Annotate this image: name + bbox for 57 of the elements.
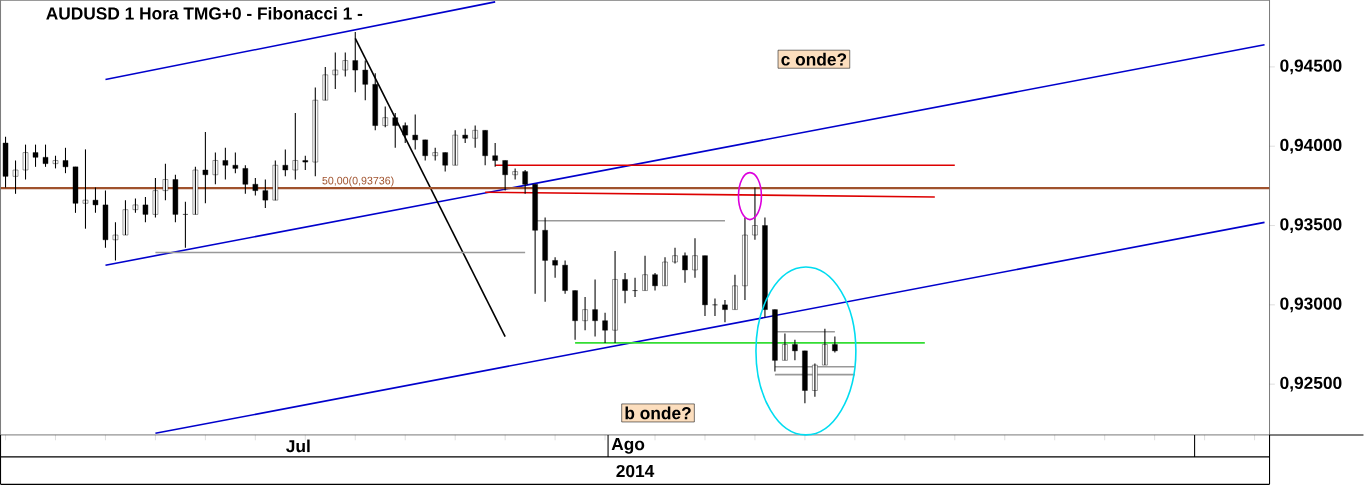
- chart-title: AUDUSD 1 Hora TMG+0 - Fibonacci 1 -: [46, 6, 363, 20]
- candlestick: [132, 198, 139, 214]
- text: Jul: [286, 439, 310, 453]
- candlestick: [192, 166, 199, 215]
- candlestick: [332, 52, 338, 90]
- candlestick: [422, 139, 428, 162]
- candlestick: [112, 221, 119, 262]
- y-tick-label: 0,94000: [1280, 138, 1342, 154]
- ref-line-label: 50,00(0,93736): [322, 176, 394, 187]
- y-tick-label: 0,93000: [1280, 297, 1342, 313]
- candlestick: [382, 106, 388, 128]
- candlestick: [322, 66, 328, 101]
- candlestick: [362, 60, 368, 101]
- candlestick: [302, 155, 308, 171]
- y-tick-label: 0,93500: [1280, 218, 1342, 233]
- candlestick: [492, 142, 498, 168]
- candlestick: [242, 164, 249, 195]
- candlestick: [122, 199, 129, 236]
- candlestick: [162, 163, 169, 201]
- candlestick: [182, 201, 189, 249]
- candlestick: [12, 159, 19, 195]
- candlestick: [212, 152, 219, 185]
- x-axis-title: 2014: [616, 464, 655, 478]
- candlestick: [32, 144, 39, 168]
- candlestick: [442, 152, 448, 173]
- candlestick: [232, 152, 239, 174]
- candlestick: [152, 177, 159, 219]
- candlestick: [202, 131, 209, 204]
- candlestick: [82, 148, 89, 230]
- candlestick: [462, 128, 468, 144]
- text: Ago: [611, 438, 645, 454]
- candlestick: [292, 112, 299, 181]
- candlestick: [62, 147, 69, 174]
- candlestick: [402, 121, 408, 144]
- candlestick: [472, 125, 478, 149]
- candlestick: [262, 179, 269, 209]
- candlestick: [222, 147, 229, 181]
- candlestick: [92, 186, 99, 214]
- candlestick: [142, 196, 149, 223]
- candlestick: [312, 87, 318, 177]
- candlestick: [282, 148, 289, 177]
- candlestick: [72, 166, 79, 214]
- candlestick: [452, 129, 458, 166]
- annotation: b onde?: [625, 406, 691, 420]
- candlestick: [482, 129, 488, 166]
- candlestick: [102, 190, 109, 249]
- candlestick: [22, 144, 29, 181]
- candlestick: [272, 159, 279, 201]
- candlestick: [412, 113, 418, 150]
- candlestick: [172, 174, 179, 223]
- y-tick-label: 0,92500: [1280, 376, 1342, 392]
- annotation: c onde?: [781, 52, 847, 66]
- candlestick: [372, 72, 378, 131]
- candlestick: [342, 52, 348, 77]
- candlestick: [392, 112, 398, 149]
- y-tick-label: 0,94500: [1280, 59, 1342, 75]
- candlestick: [42, 144, 49, 168]
